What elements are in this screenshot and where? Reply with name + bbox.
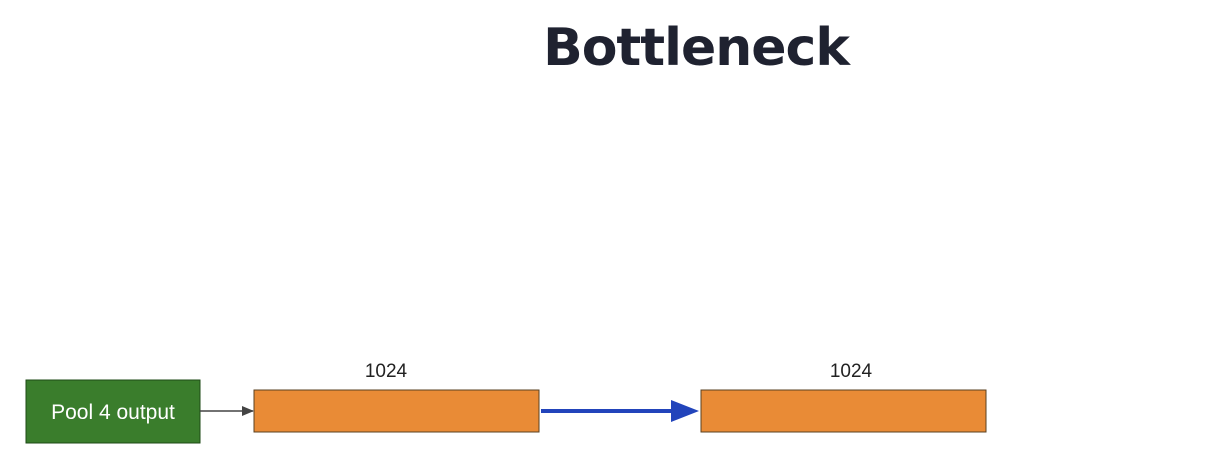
- layer-2-box: [700, 389, 987, 433]
- dense-layer-1: 1024: [253, 361, 540, 433]
- bottleneck-arrow-head: [671, 400, 699, 422]
- pool4-output-box: [25, 379, 201, 444]
- dense-layer-2: 1024: [700, 361, 987, 433]
- slide-title: Bottleneck: [543, 18, 850, 78]
- pool4-output-label: Pool 4 output: [51, 401, 175, 424]
- pool4-output-node: Pool 4 output: [25, 379, 201, 444]
- layer-1-size-label: 1024: [365, 361, 408, 382]
- layer-2-size-label: 1024: [830, 361, 873, 382]
- bottleneck-arrow: [541, 400, 699, 422]
- layer-1-box: [253, 389, 540, 433]
